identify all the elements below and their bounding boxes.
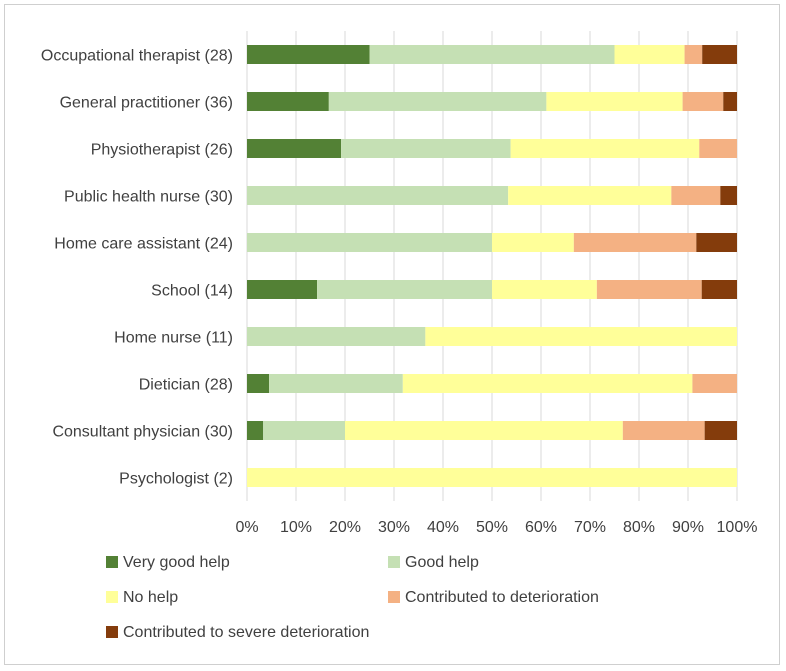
bar-segment xyxy=(696,233,737,252)
category-label: Public health nurse (30) xyxy=(64,189,233,206)
bar-segment xyxy=(247,233,492,252)
bar-segment xyxy=(247,92,329,111)
x-tick-label: 60% xyxy=(525,519,557,536)
category-label: Occupational therapist (28) xyxy=(41,48,233,65)
bar-segment xyxy=(345,421,623,440)
bar-segment xyxy=(247,280,318,299)
legend-swatch xyxy=(106,591,118,603)
stacked-bar-chart: Occupational therapist (28) General pract… xyxy=(41,31,757,641)
bar-segment xyxy=(510,139,700,158)
x-tick-label: 50% xyxy=(476,519,508,536)
bar-segment xyxy=(402,374,693,393)
bar-segment xyxy=(247,327,426,346)
category-label: General practitioner (36) xyxy=(60,95,233,112)
bar-segment xyxy=(692,374,737,393)
x-tick-label: 100% xyxy=(717,519,758,536)
legend-label: Contributed to severe deterioration xyxy=(123,624,369,641)
bar-segment xyxy=(684,45,703,64)
legend-label: Very good help xyxy=(123,554,230,571)
chart-frame: Occupational therapist (28) General pract… xyxy=(4,4,780,665)
category-label: Physiotherapist (26) xyxy=(91,142,233,159)
category-label: Home nurse (11) xyxy=(114,330,233,347)
bar-segment xyxy=(341,139,511,158)
legend-label: Contributed to deterioration xyxy=(405,589,599,606)
x-tick-label: 70% xyxy=(574,519,606,536)
bar-segment xyxy=(269,374,403,393)
category-label: School (14) xyxy=(151,283,233,300)
x-tick-label: 80% xyxy=(623,519,655,536)
legend-swatch xyxy=(106,626,118,638)
bar-segment xyxy=(508,186,672,205)
legend-swatch xyxy=(388,556,400,568)
x-tick-label: 30% xyxy=(378,519,410,536)
bar-segment xyxy=(682,92,724,111)
legend-label: No help xyxy=(123,589,178,606)
x-tick-label: 0% xyxy=(235,519,258,536)
bar-segment xyxy=(723,92,737,111)
category-label: Dietician (28) xyxy=(139,377,233,394)
bar-segment xyxy=(328,92,547,111)
legend-swatch xyxy=(388,591,400,603)
bar-segment xyxy=(317,280,492,299)
bar-segment xyxy=(247,45,370,64)
bar-segment xyxy=(671,186,721,205)
bar-segment xyxy=(369,45,615,64)
bar-segment xyxy=(492,233,574,252)
bar-segment xyxy=(704,421,737,440)
bars xyxy=(247,45,737,487)
x-tick-label: 90% xyxy=(672,519,704,536)
bar-segment xyxy=(720,186,737,205)
x-tick-label: 10% xyxy=(280,519,312,536)
bar-segment xyxy=(492,280,597,299)
legend: Very good help Good help No help Contribute… xyxy=(106,554,599,641)
bar-segment xyxy=(701,280,737,299)
legend-label: Good help xyxy=(405,554,479,571)
x-tick-label: 40% xyxy=(427,519,459,536)
legend-swatch xyxy=(106,556,118,568)
bar-segment xyxy=(546,92,683,111)
bar-segment xyxy=(247,374,270,393)
bar-segment xyxy=(247,186,509,205)
category-label: Psychologist (2) xyxy=(119,471,233,488)
category-label: Consultant physician (30) xyxy=(52,424,233,441)
bar-segment xyxy=(622,421,705,440)
bar-segment xyxy=(573,233,697,252)
x-tick-labels: 0% 10% 20% 30% 40% 50% 60% 70% 80% 90% 100% xyxy=(235,519,757,536)
x-tick-label: 20% xyxy=(329,519,361,536)
bar-segment xyxy=(247,139,342,158)
category-label: Home care assistant (24) xyxy=(54,236,233,253)
category-labels: Occupational therapist (28) General pract… xyxy=(41,48,233,488)
bar-segment xyxy=(247,468,737,487)
bar-segment xyxy=(263,421,345,440)
bar-segment xyxy=(699,139,737,158)
bar-segment xyxy=(614,45,685,64)
bar-segment xyxy=(247,421,264,440)
bar-segment xyxy=(425,327,737,346)
bar-segment xyxy=(596,280,702,299)
bar-segment xyxy=(702,45,737,64)
